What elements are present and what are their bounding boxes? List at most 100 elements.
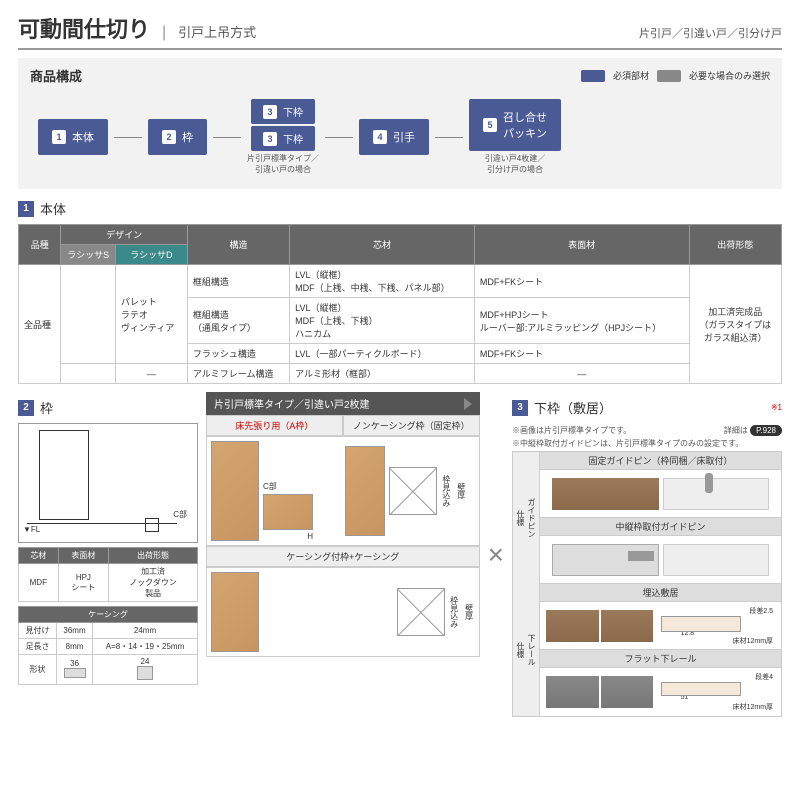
comp-item-3-stack: 3 下枠 3 下枠 xyxy=(251,99,315,151)
td: 形状 xyxy=(19,655,57,685)
td: MDF+FKシート xyxy=(474,344,689,364)
comp-label: 召し合せ パッキン xyxy=(503,109,547,141)
td: LVL（縦框） MDF（上桟、下桟） ハニカム xyxy=(290,298,475,344)
th-d2: ラシッサD xyxy=(115,245,187,265)
sill-group2: 下レール 仕様 xyxy=(513,584,540,716)
sill-h4: フラット下レール xyxy=(540,650,781,668)
legend-optional-label: 必要な場合のみ選択 xyxy=(689,69,770,82)
door-image xyxy=(211,441,259,541)
th: ケーシング xyxy=(19,607,198,623)
td: — xyxy=(115,364,187,384)
flow-connector xyxy=(325,137,353,138)
th-ship: 出荷形態 xyxy=(689,225,781,265)
td: HPJ シート xyxy=(58,564,109,602)
profile-cell: 24 xyxy=(92,655,197,685)
page-subtitle: 引戸上吊方式 xyxy=(178,22,256,41)
h-label: H xyxy=(263,532,313,541)
legend-required-swatch xyxy=(581,70,605,82)
page-title: 可動間仕切り xyxy=(18,12,150,44)
td: 框組構造 xyxy=(187,265,289,298)
section-1-head: 1 本体 xyxy=(18,199,782,218)
comp-num: 4 xyxy=(373,130,387,144)
frame-body-row2: 枠見込み 壁厚 xyxy=(206,567,480,657)
section-title: 本体 xyxy=(40,199,66,218)
sill-h1: 固定ガイドピン（枠同梱／床取付） xyxy=(540,452,781,470)
td: 足長さ xyxy=(19,639,57,655)
section-2-head: 2 枠 xyxy=(18,398,198,417)
comp-label: 下枠 xyxy=(283,104,303,119)
ref-mark: ※1 xyxy=(771,403,782,412)
frame-header-text: 片引戸標準タイプ／引違い戸2枚建 xyxy=(214,396,370,411)
th-type: 品種 xyxy=(19,225,61,265)
comp-item-4: 4 引手 xyxy=(359,119,429,155)
section-num: 3 xyxy=(512,400,528,416)
th-struct: 構造 xyxy=(187,225,289,265)
sill-img-1 xyxy=(540,470,781,518)
th: 出荷形態 xyxy=(109,548,198,564)
comp-item-1: 1本体 xyxy=(38,119,108,155)
comp-num: 5 xyxy=(483,118,497,132)
section-3-head: 3 下枠（敷居） xyxy=(512,398,612,417)
td: アルミフレーム構造 xyxy=(187,364,289,384)
casing-table: ケーシング 見付け36mm24mm 足長さ8mmA=8・14・19・25mm 形… xyxy=(18,606,198,685)
sill-h3: 埋込敷居 xyxy=(540,584,781,602)
door-image xyxy=(345,446,385,536)
frame-col3-label: ケーシング付枠+ケーシング xyxy=(206,546,480,567)
comp-num: 3 xyxy=(263,132,277,146)
comp-label: 引手 xyxy=(393,129,415,145)
td: アルミ形材（框部） xyxy=(290,364,475,384)
frame-body-row1: C部 H 枠見込み 壁厚 xyxy=(206,436,480,546)
td: 24mm xyxy=(92,623,197,639)
comp-label: 下枠 xyxy=(283,131,303,146)
frame-type-header: 片引戸標準タイプ／引違い戸2枚建 xyxy=(206,392,480,415)
th-design: デザイン xyxy=(61,225,187,245)
sill-grid: ガイドピン 仕様 固定ガイドピン（枠同梱／床取付） 中縦枠取付ガイドピン xyxy=(512,451,782,717)
header-types: 片引戸／引違い戸／引分け戸 xyxy=(639,25,782,41)
td: 框組構造 （通風タイプ） xyxy=(187,298,289,344)
sill-img-4: 段差4 51 床材12mm厚 xyxy=(540,668,781,716)
frame-col1-label: 床先張り用（A枠） xyxy=(206,415,343,436)
side-label: 壁厚 xyxy=(464,604,475,620)
td: LVL（縦框） MDF（上桟、中桟、下桟、パネル部） xyxy=(290,265,475,298)
td: 8mm xyxy=(57,639,93,655)
th-surf: 表面材 xyxy=(474,225,689,265)
td: — xyxy=(474,364,689,384)
td: パレット ラテオ ヴィンティア xyxy=(115,265,187,364)
side-label: 枠見込み xyxy=(449,596,460,628)
section-num: 2 xyxy=(18,400,34,416)
section-num: 1 xyxy=(18,201,34,217)
legend: 必須部材 必要な場合のみ選択 xyxy=(581,69,770,82)
legend-optional-swatch xyxy=(657,70,681,82)
section-diagram xyxy=(397,588,445,636)
sill-img-3: 段差2.5 19.1 19.1 12.8 床材12mm厚 xyxy=(540,602,781,650)
sill-group1: ガイドピン 仕様 xyxy=(513,452,540,584)
td: 加工済 ノックダウン 製品 xyxy=(109,564,198,602)
comp-note: 片引戸標準タイプ／ 引違い戸の場合 xyxy=(247,153,319,175)
fl-label: ▼FL xyxy=(23,525,40,534)
th-d1: ラシッサS xyxy=(61,245,115,265)
section-diagram xyxy=(389,467,437,515)
comp-num: 1 xyxy=(52,130,66,144)
comp-num: 3 xyxy=(263,105,277,119)
flow-connector xyxy=(213,137,241,138)
td: フラッシュ構造 xyxy=(187,344,289,364)
th: 芯材 xyxy=(19,548,59,564)
side-label: 枠見込み xyxy=(441,475,452,507)
td: 見付け xyxy=(19,623,57,639)
td: 加工済完成品 （ガラスタイプは ガラス組込済） xyxy=(689,265,781,384)
td: MDF+HPJシート ルーバー部:アルミラッピング（HPJシート） xyxy=(474,298,689,344)
composition-title: 商品構成 xyxy=(30,66,82,85)
c-label: C部 xyxy=(173,509,187,520)
combine-x-icon: × xyxy=(488,392,504,717)
th-core: 芯材 xyxy=(290,225,475,265)
comp-note: 引違い戸4枚建／ 引分け戸の場合 xyxy=(485,153,545,175)
composition-flow: 1本体 2枠 3 下枠 3 下枠 片引戸標準タイプ／ 引違い戸の場合 4 引手 5 召し… xyxy=(30,93,770,181)
section-title: 枠 xyxy=(40,398,53,417)
flow-connector xyxy=(114,137,142,138)
sill-img-2 xyxy=(540,536,781,584)
legend-required-label: 必須部材 xyxy=(613,69,649,82)
page-ref-badge: P.928 xyxy=(750,425,782,436)
frame-material-table: 芯材表面材出荷形態 MDFHPJ シート加工済 ノックダウン 製品 xyxy=(18,547,198,602)
td: 36mm xyxy=(57,623,93,639)
comp-item-2: 2枠 xyxy=(148,119,207,155)
